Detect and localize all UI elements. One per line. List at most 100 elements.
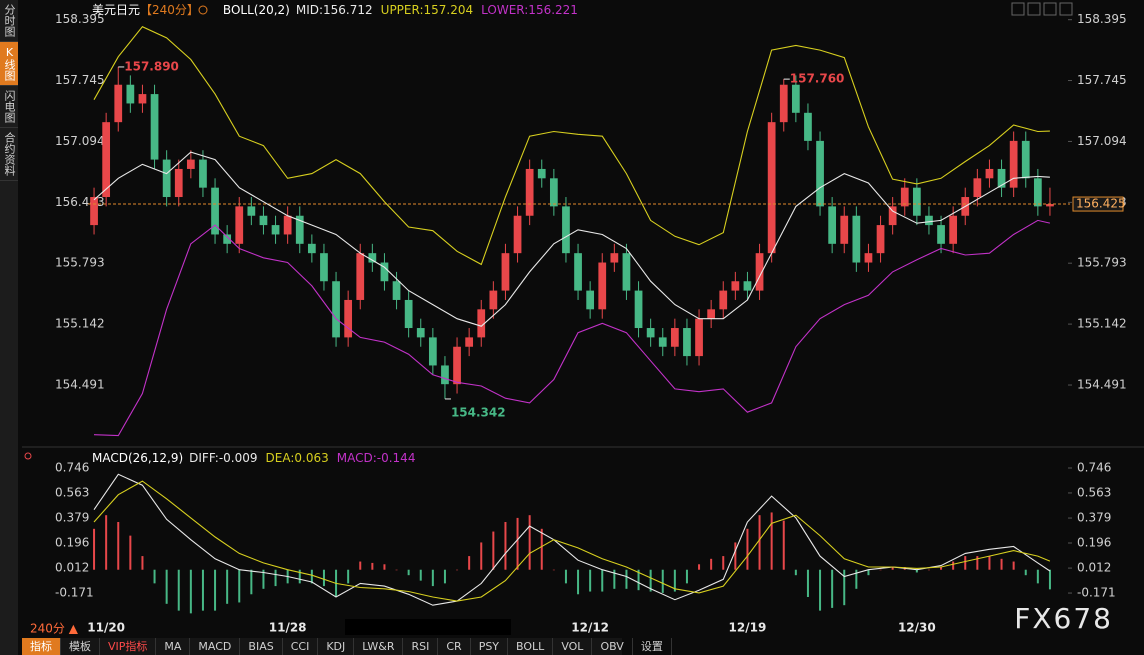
settings-icon[interactable] [199,6,207,14]
tab[interactable]: 模板 [61,638,100,655]
tab[interactable]: 设置 [633,638,672,655]
y-tick-label: 0.196 [55,536,89,550]
candle-body [852,216,860,263]
macd-bar [529,515,531,570]
legend-lower: LOWER:156.221 [481,3,578,17]
y-tick-label: 155.142 [1077,317,1127,331]
macd-bar [783,521,785,570]
candle-body [114,85,122,122]
macd-bar [190,570,192,614]
tab[interactable]: RSI [403,638,438,655]
window-button[interactable] [1044,3,1056,15]
macd-bar [166,570,168,604]
candle-body [368,253,376,262]
x-tick-label: 12/19 [729,621,767,635]
tab[interactable]: MA [156,638,190,655]
window-button[interactable] [1012,3,1024,15]
candle-body [768,122,776,253]
tab[interactable]: CCI [283,638,319,655]
macd-bar [843,570,845,605]
window-button[interactable] [1060,3,1072,15]
y-tick-label: 0.563 [55,485,89,499]
candle-body [683,328,691,356]
tab[interactable]: LW&R [354,638,403,655]
y-tick-label: -0.171 [55,586,94,600]
sidebar-tab[interactable]: K线图 [0,42,18,86]
macd-bar [105,515,107,570]
tab[interactable]: CR [438,638,470,655]
macd-bar [214,570,216,611]
candle-body [260,216,268,225]
y-tick-label: 157.094 [1077,134,1127,148]
y-tick-label: 155.142 [55,317,105,331]
window-buttons [1012,3,1072,15]
y-tick-label: 157.094 [55,134,105,148]
candle-body [199,160,207,188]
sidebar-tab[interactable]: 分时图 [0,0,18,42]
panel-icon[interactable] [25,453,31,459]
candle-body [973,178,981,197]
macd-bar [771,512,773,569]
legend-macd: MACD:-0.144 [337,451,416,465]
macd-bar [492,532,494,570]
x-tick-label: 11/28 [269,621,307,635]
tab[interactable]: KDJ [318,638,354,655]
macd-bar [1037,570,1039,584]
candle-body [453,347,461,384]
tab[interactable]: BOLL [508,638,553,655]
candle-body [865,253,873,262]
annotation-label: 157.760 [790,72,845,86]
macd-bar [952,562,954,570]
macd-bar [468,556,470,570]
tab[interactable]: OBV [592,638,632,655]
macd-legend: MACD(26,12,9)DIFF:-0.009DEA:0.063MACD:-0… [92,451,415,465]
candle-body [550,178,558,206]
sidebar-tab[interactable]: 合约资料 [0,128,18,181]
y-tick-label: 0.563 [1077,485,1111,499]
tab[interactable]: MACD [190,638,240,655]
candle-body [417,328,425,337]
candle-body [1010,141,1018,188]
tab[interactable]: PSY [471,638,508,655]
legend-dea: DEA:0.063 [266,451,329,465]
tab[interactable]: 指标 [22,638,61,655]
candle-body [598,263,606,310]
sidebar-tab[interactable]: 闪电图 [0,86,18,128]
macd-bar [565,570,567,584]
candle-body [744,281,752,290]
candle-body [623,253,631,290]
candle-body [465,337,473,346]
macd-bar [456,570,458,571]
candle-body [247,206,255,215]
candle-body [586,291,594,310]
candle-body [937,225,945,244]
watermark: FX678 [1014,602,1113,635]
macd-bar [504,522,506,570]
candle-body [731,281,739,290]
indicator-tabs: 指标 模板 VIP指标 MA MACD BIAS CCI KDJ LW&R RS… [22,638,622,655]
tab[interactable]: VOL [553,638,592,655]
macd-bar [93,529,95,570]
candle-body [986,169,994,178]
tab[interactable]: BIAS [240,638,282,655]
candle-body [187,160,195,169]
candle-body [780,85,788,122]
y-tick-label: 155.793 [55,256,105,270]
y-tick-label: 154.491 [1077,378,1127,392]
period-selector[interactable]: 240分 ▲ [30,622,79,636]
macd-bar [178,570,180,611]
macd-bar [541,529,543,570]
y-tick-label: 0.012 [55,561,89,575]
candle-body [889,206,897,225]
hidden-date-box [345,619,511,635]
candle-body [139,94,147,103]
candle-body [514,216,522,253]
macd-bar [625,570,627,589]
window-button[interactable] [1028,3,1040,15]
tab[interactable]: VIP指标 [100,638,156,655]
macd-bar [1013,562,1015,570]
candle-body [175,169,183,197]
macd-bar [795,570,797,575]
candle-body [695,319,703,356]
candle-body [1022,141,1030,178]
